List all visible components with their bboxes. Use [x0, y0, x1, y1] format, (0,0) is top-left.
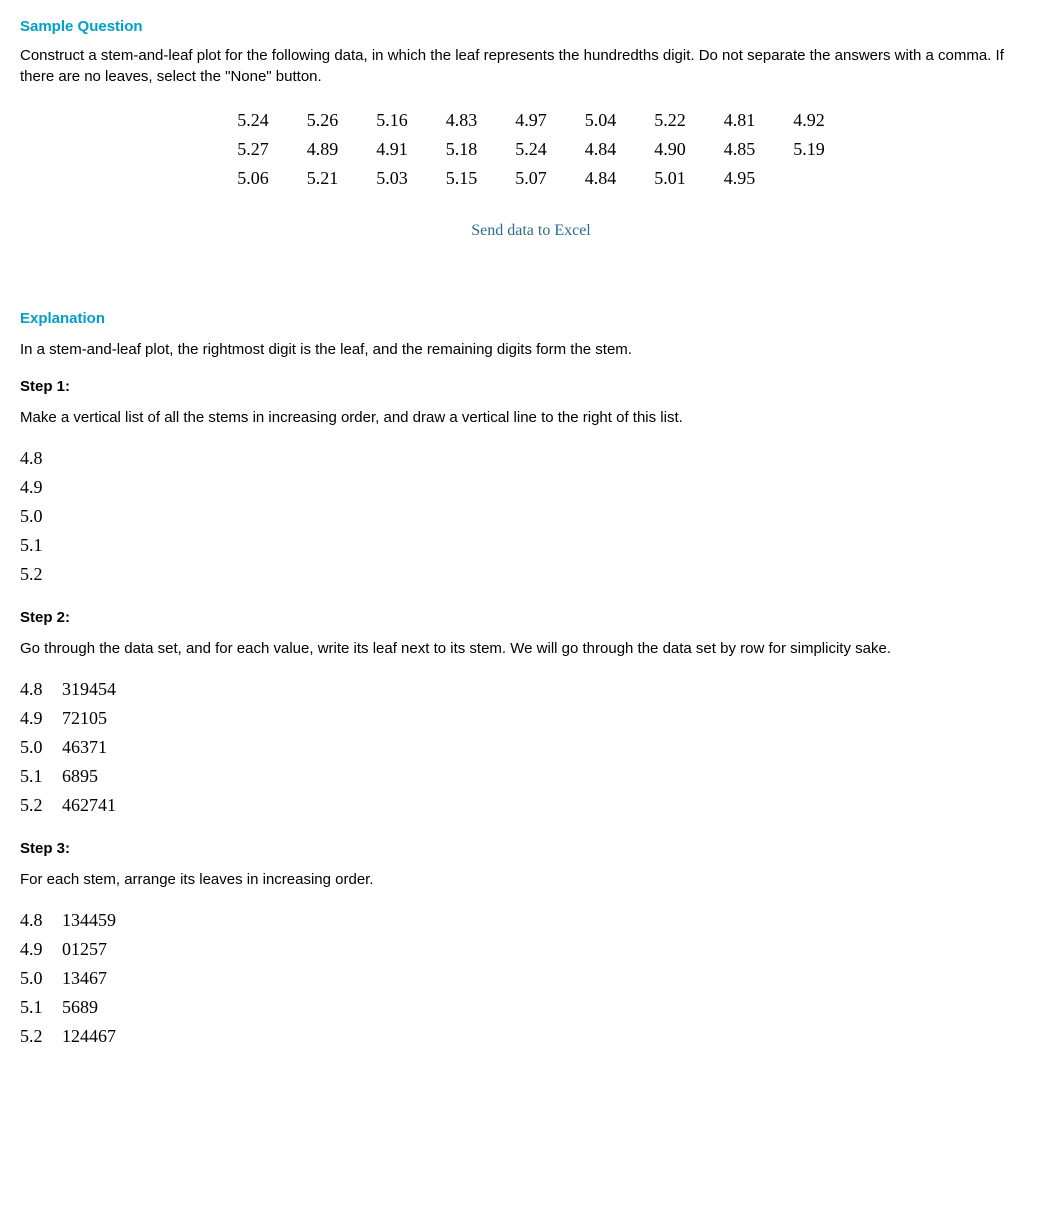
- data-row: 5.24 5.26 5.16 4.83 4.97 5.04 5.22 4.81 …: [219, 107, 843, 134]
- stem-value: 4.8: [20, 448, 58, 469]
- leaf-value: 6895: [58, 766, 98, 787]
- step2-stem-list: 4.8319454 4.972105 5.046371 5.16895 5.24…: [20, 679, 1042, 816]
- stem-row: 4.8319454: [20, 679, 1042, 700]
- data-table: 5.24 5.26 5.16 4.83 4.97 5.04 5.22 4.81 …: [217, 105, 845, 194]
- send-to-excel-link[interactable]: Send data to Excel: [20, 222, 1042, 240]
- stem-row: 4.8: [20, 448, 1042, 469]
- data-cell: 5.27: [219, 136, 287, 163]
- data-cell: 5.24: [497, 136, 565, 163]
- data-cell: 5.15: [428, 165, 496, 192]
- leaf-value: 5689: [58, 997, 98, 1018]
- leaf-value: 72105: [58, 708, 107, 729]
- stem-row: 5.2124467: [20, 1026, 1042, 1047]
- stem-row: 5.2: [20, 564, 1042, 585]
- data-cell: 5.26: [289, 107, 357, 134]
- stem-value: 4.9: [20, 477, 58, 498]
- data-cell: 5.22: [636, 107, 704, 134]
- data-cell: 4.85: [706, 136, 774, 163]
- data-cell: 5.01: [636, 165, 704, 192]
- step3-stem-list: 4.8134459 4.901257 5.013467 5.15689 5.21…: [20, 910, 1042, 1047]
- stem-value: 5.1: [20, 535, 58, 556]
- data-cell: 5.24: [219, 107, 287, 134]
- stem-value: 4.9: [20, 708, 58, 729]
- data-cell: 4.95: [706, 165, 774, 192]
- data-cell: 5.06: [219, 165, 287, 192]
- stem-row: 5.046371: [20, 737, 1042, 758]
- leaf-value: 01257: [58, 939, 107, 960]
- stem-value: 5.1: [20, 766, 58, 787]
- stem-value: 5.1: [20, 997, 58, 1018]
- step3-label: Step 3:: [20, 840, 1042, 857]
- data-cell: 4.84: [567, 165, 635, 192]
- sample-question-header: Sample Question: [20, 18, 1042, 35]
- stem-value: 5.2: [20, 564, 58, 585]
- explanation-header: Explanation: [20, 310, 1042, 327]
- leaf-value: 462741: [58, 795, 116, 816]
- stem-value: 5.0: [20, 506, 58, 527]
- data-cell: 4.89: [289, 136, 357, 163]
- step2-text: Go through the data set, and for each va…: [20, 638, 1042, 659]
- stem-row: 4.901257: [20, 939, 1042, 960]
- data-cell: 5.16: [358, 107, 426, 134]
- stem-value: 5.0: [20, 968, 58, 989]
- leaf-value: 319454: [58, 679, 116, 700]
- stem-row: 4.972105: [20, 708, 1042, 729]
- stem-row: 5.1: [20, 535, 1042, 556]
- step2-label: Step 2:: [20, 609, 1042, 626]
- data-cell: 5.03: [358, 165, 426, 192]
- data-cell: 5.21: [289, 165, 357, 192]
- step1-label: Step 1:: [20, 378, 1042, 395]
- step1-text: Make a vertical list of all the stems in…: [20, 407, 1042, 428]
- stem-row: 4.9: [20, 477, 1042, 498]
- stem-row: 5.2462741: [20, 795, 1042, 816]
- data-row: 5.27 4.89 4.91 5.18 5.24 4.84 4.90 4.85 …: [219, 136, 843, 163]
- step3-text: For each stem, arrange its leaves in inc…: [20, 869, 1042, 890]
- data-cell: 5.19: [775, 136, 843, 163]
- data-cell: 4.97: [497, 107, 565, 134]
- explanation-intro: In a stem-and-leaf plot, the rightmost d…: [20, 339, 1042, 360]
- data-cell: 4.84: [567, 136, 635, 163]
- leaf-value: 46371: [58, 737, 107, 758]
- stem-value: 5.2: [20, 1026, 58, 1047]
- stem-row: 4.8134459: [20, 910, 1042, 931]
- stem-row: 5.15689: [20, 997, 1042, 1018]
- step1-stem-list: 4.8 4.9 5.0 5.1 5.2: [20, 448, 1042, 585]
- data-cell: 5.18: [428, 136, 496, 163]
- data-cell: 4.83: [428, 107, 496, 134]
- data-row: 5.06 5.21 5.03 5.15 5.07 4.84 5.01 4.95: [219, 165, 843, 192]
- leaf-value: 124467: [58, 1026, 116, 1047]
- question-text: Construct a stem-and-leaf plot for the f…: [20, 45, 1042, 87]
- stem-row: 5.16895: [20, 766, 1042, 787]
- stem-row: 5.013467: [20, 968, 1042, 989]
- data-cell: 4.81: [706, 107, 774, 134]
- stem-value: 4.8: [20, 910, 58, 931]
- data-cell: [775, 165, 843, 192]
- stem-value: 4.9: [20, 939, 58, 960]
- stem-row: 5.0: [20, 506, 1042, 527]
- data-cell: 5.07: [497, 165, 565, 192]
- data-cell: 4.90: [636, 136, 704, 163]
- data-cell: 4.91: [358, 136, 426, 163]
- stem-value: 5.0: [20, 737, 58, 758]
- stem-value: 5.2: [20, 795, 58, 816]
- data-cell: 5.04: [567, 107, 635, 134]
- leaf-value: 13467: [58, 968, 107, 989]
- stem-value: 4.8: [20, 679, 58, 700]
- leaf-value: 134459: [58, 910, 116, 931]
- data-cell: 4.92: [775, 107, 843, 134]
